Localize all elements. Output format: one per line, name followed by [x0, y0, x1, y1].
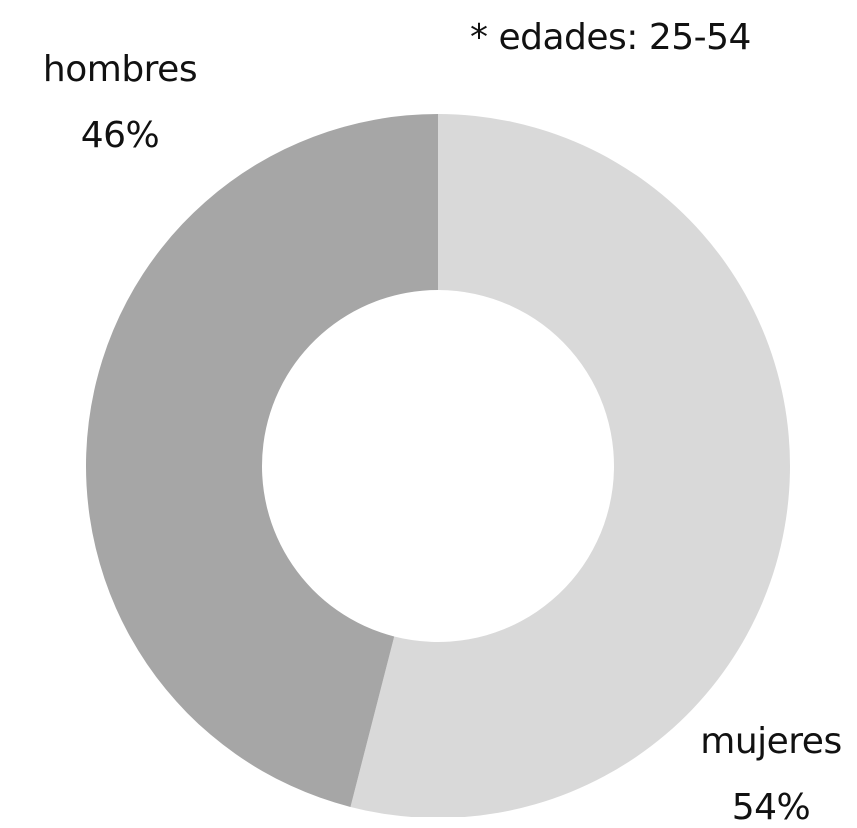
age-range-note: * edades: 25-54 — [470, 17, 751, 58]
slice-value-mujeres: 54% — [731, 787, 811, 828]
slice-label-mujeres: mujeres 54% — [690, 724, 852, 826]
slice-label-hombres: hombres 46% — [30, 52, 210, 154]
slice-mujeres — [350, 114, 790, 817]
slice-name-hombres: hombres — [42, 49, 198, 90]
donut-slices — [85, 114, 790, 817]
slice-hombres — [85, 114, 438, 807]
slice-name-mujeres: mujeres — [700, 721, 842, 762]
slice-value-hombres: 46% — [80, 115, 160, 156]
